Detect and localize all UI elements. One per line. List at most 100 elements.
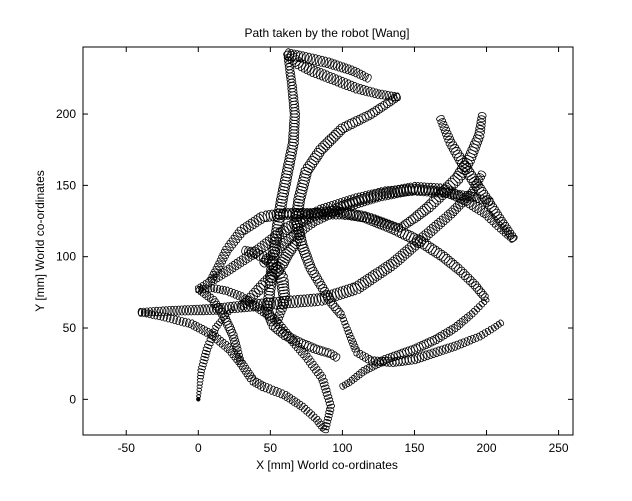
path-marker [329, 132, 339, 142]
path-marker [236, 257, 245, 267]
path-marker [323, 418, 332, 425]
path-marker [276, 305, 287, 313]
path-marker [340, 78, 349, 89]
path-marker [360, 367, 368, 375]
path-marker [264, 312, 275, 321]
path-marker [298, 402, 306, 411]
path-marker [479, 331, 486, 339]
path-marker [343, 79, 352, 90]
path-marker [362, 212, 372, 224]
path-marker [245, 220, 254, 231]
path-marker [320, 140, 330, 151]
path-marker [460, 338, 468, 347]
path-marker [437, 118, 447, 125]
path-marker [436, 217, 446, 228]
path-marker [166, 306, 173, 316]
path-marker [378, 187, 386, 200]
path-marker [221, 302, 229, 314]
path-marker [197, 304, 204, 316]
path-marker [303, 207, 311, 220]
path-marker [448, 325, 456, 334]
path-marker [262, 300, 274, 309]
path-marker [466, 312, 473, 320]
path-marker [237, 302, 246, 311]
path-marker [212, 325, 219, 331]
path-marker [265, 315, 277, 324]
path-marker [321, 425, 330, 431]
path-marker [339, 208, 346, 220]
path-marker [248, 290, 259, 300]
path-marker [452, 203, 462, 212]
path-marker [293, 235, 303, 244]
path-marker [227, 287, 233, 297]
path-marker [294, 192, 306, 201]
path-marker [327, 58, 335, 69]
path-marker [175, 305, 182, 316]
path-marker [150, 307, 157, 317]
path-marker [321, 387, 331, 394]
path-marker [308, 411, 316, 419]
path-marker [479, 207, 488, 217]
x-tick-label: -50 [118, 441, 136, 455]
path-marker [460, 160, 472, 170]
y-tick-label: 150 [56, 178, 76, 192]
path-marker [273, 211, 286, 220]
path-marker [236, 226, 247, 236]
x-tick-label: 250 [549, 441, 569, 455]
path-marker [318, 142, 328, 153]
path-marker [228, 237, 238, 246]
path-marker [411, 234, 421, 246]
path-marker [292, 198, 305, 207]
path-marker [302, 163, 314, 173]
path-marker [333, 127, 343, 138]
path-marker [350, 66, 358, 76]
path-marker [272, 217, 285, 226]
path-marker [441, 213, 450, 223]
path-marker [421, 203, 432, 214]
path-marker [197, 371, 205, 377]
path-marker [298, 51, 306, 63]
path-marker [303, 258, 314, 267]
path-marker [478, 301, 485, 308]
path-marker [283, 222, 292, 234]
path-marker [298, 246, 310, 256]
path-marker [456, 165, 469, 176]
path-marker [295, 345, 305, 354]
path-marker [331, 74, 339, 86]
path-marker [339, 314, 346, 320]
path-marker [475, 187, 487, 197]
path-marker [362, 72, 369, 82]
path-marker [271, 224, 284, 233]
path-marker [281, 390, 289, 400]
path-marker [382, 220, 392, 232]
path-marker [232, 346, 242, 353]
path-marker [339, 62, 346, 73]
path-marker [238, 292, 245, 301]
path-marker [443, 211, 453, 221]
path-marker [438, 215, 448, 225]
path-marker [297, 179, 310, 188]
path-marker [273, 317, 282, 324]
path-marker [269, 236, 282, 245]
path-marker [341, 320, 349, 326]
path-marker [493, 322, 500, 330]
path-marker [368, 214, 377, 226]
path-marker [319, 69, 327, 81]
path-marker [417, 182, 425, 195]
path-marker [215, 320, 223, 327]
path-marker [205, 278, 213, 288]
path-marker [356, 210, 365, 222]
path-marker [297, 294, 305, 308]
path-marker [266, 384, 273, 394]
path-marker [202, 290, 209, 299]
path-marker [453, 322, 461, 330]
path-marker [163, 306, 170, 316]
path-marker [356, 349, 364, 359]
path-marker [326, 208, 333, 220]
path-marker [234, 229, 245, 238]
path-marker [350, 343, 359, 350]
path-marker [231, 260, 239, 271]
y-tick-label: 0 [69, 392, 76, 406]
path-marker [244, 251, 253, 262]
path-marker [227, 347, 237, 356]
